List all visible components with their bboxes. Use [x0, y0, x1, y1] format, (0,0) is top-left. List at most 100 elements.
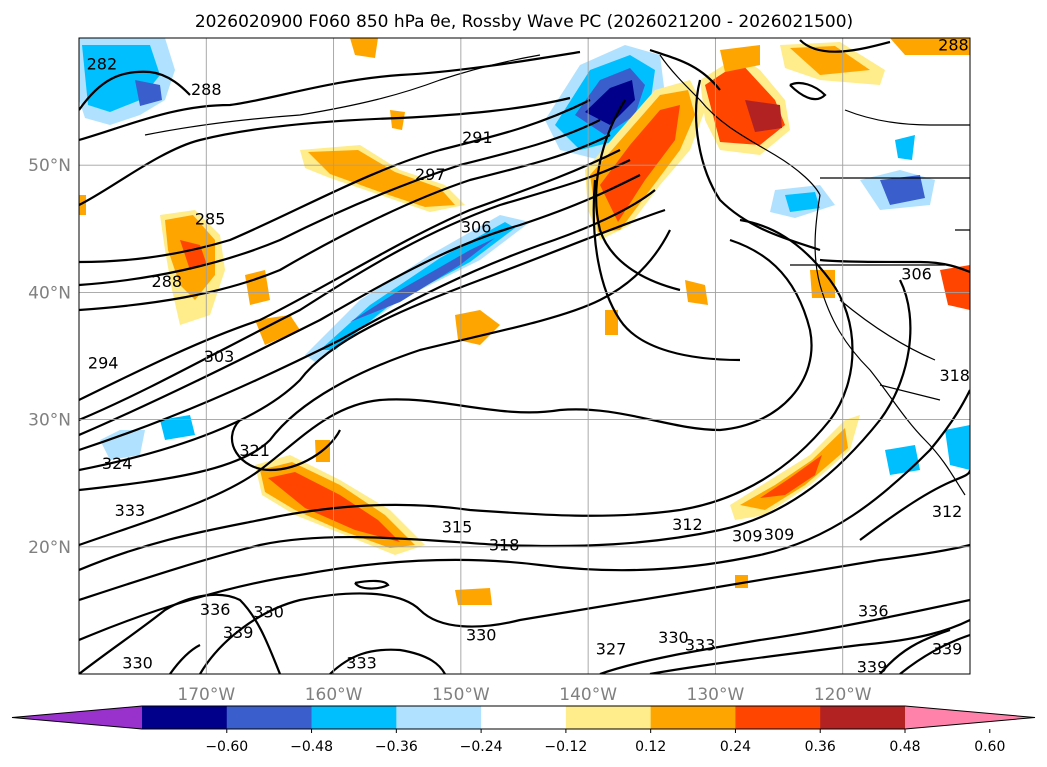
colorbar-tick-label: 0.12: [635, 739, 666, 755]
colorbar-extend-max: [905, 706, 1035, 729]
contour-label: 306: [461, 217, 492, 236]
contour-line: [79, 99, 591, 264]
contour-label: 309: [764, 525, 795, 544]
colorbar-tick-label: 0.60: [974, 739, 1005, 755]
contour-line: [599, 598, 970, 674]
positive-anomaly-region: [308, 150, 455, 207]
contour-label: 324: [102, 454, 133, 473]
contour-label: 333: [115, 501, 146, 520]
coastline: [844, 109, 970, 126]
contour-line: [199, 543, 970, 674]
contour-label: 330: [466, 626, 497, 645]
longitude-tick-label: 170°W: [177, 685, 235, 705]
positive-anomaly-region: [605, 310, 618, 335]
longitude-tick-label: 150°W: [432, 685, 490, 705]
contour-label: 312: [672, 515, 703, 534]
contour-label: 297: [415, 165, 446, 184]
map-frame: [78, 37, 971, 675]
contour-label: 303: [204, 347, 235, 366]
contour-label: 282: [87, 54, 118, 73]
contour-line: [79, 50, 581, 142]
coastline: [659, 54, 821, 196]
contour-label: 330: [122, 654, 153, 673]
latitude-tick-label: 40°N: [28, 283, 71, 303]
latitude-tick-label: 50°N: [28, 156, 71, 176]
colorbar-bin: [565, 706, 652, 729]
colorbar-bin: [226, 706, 313, 729]
positive-anomaly-region: [735, 575, 748, 588]
contour-line: [79, 208, 666, 472]
colorbar-tick-label: 0.48: [889, 739, 920, 755]
contour-label: 339: [932, 640, 963, 659]
negative-anomaly-region: [135, 80, 162, 106]
contour-line: [79, 389, 970, 642]
colorbar-bin: [735, 706, 821, 729]
negative-anomaly-region: [585, 80, 635, 125]
negative-anomaly-region: [350, 238, 495, 322]
contour-label: 288: [191, 80, 222, 99]
colorbar-tick-label: −0.60: [205, 739, 248, 755]
longitude-tick-label: 140°W: [559, 685, 617, 705]
positive-anomaly-region: [255, 315, 300, 345]
contour-label: 288: [152, 272, 183, 291]
contour-line: [79, 119, 601, 287]
contour-label: 309: [732, 526, 763, 545]
negative-anomaly-region: [895, 135, 915, 160]
coastline: [814, 194, 966, 496]
contour-line: [649, 619, 970, 674]
positive-anomaly-region: [600, 105, 680, 222]
contour-label: 318: [489, 535, 520, 554]
colorbar-tick-label: −0.48: [290, 739, 333, 755]
latitude-tick-label: 30°N: [28, 411, 71, 431]
positive-anomaly-region: [245, 270, 270, 305]
theta-e-contours: [79, 39, 970, 674]
positive-anomaly-region: [790, 46, 870, 75]
colorbar-bin: [142, 706, 228, 729]
colorbar: −0.60 −0.48 −0.36 −0.24 −0.12 0.12 0.24 0.36 0.4…: [11, 705, 1036, 755]
contour-line: [595, 99, 681, 292]
contour-label: 339: [223, 623, 254, 642]
colorbar-extend-min: [12, 706, 142, 729]
contour-line: [79, 279, 912, 602]
positive-anomaly-region: [390, 110, 405, 130]
contour-line: [879, 628, 951, 674]
contour-label: 321: [239, 441, 270, 460]
positive-anomaly-region: [740, 428, 848, 510]
negative-anomaly-region: [160, 415, 195, 440]
negative-anomaly-region: [885, 445, 920, 475]
positive-anomaly-region: [455, 310, 500, 345]
colorbar-bin: [481, 706, 567, 729]
colorbar-bin: [820, 706, 906, 729]
contour-line: [79, 593, 282, 674]
longitude-ticks: 170°W 160°W 150°W 140°W 130°W 120°W: [177, 685, 871, 705]
contour-label: 336: [200, 600, 231, 619]
anomaly-shading: [79, 38, 970, 605]
contour-label: 333: [346, 654, 377, 673]
positive-anomaly-region: [79, 195, 86, 215]
colorbar-bin: [396, 706, 482, 729]
contour-label: 306: [901, 264, 932, 283]
map-background: [79, 38, 970, 674]
negative-anomaly-region: [785, 192, 820, 212]
contour-label: 312: [932, 502, 963, 521]
contour-label: 339: [857, 657, 888, 676]
positive-anomaly-region: [455, 588, 492, 605]
map-gridlines: [79, 38, 970, 674]
contour-label: 330: [253, 603, 284, 622]
contour-label: 336: [858, 601, 889, 620]
contour-line: [79, 134, 611, 312]
contour-line: [79, 159, 631, 422]
contour-line: [79, 70, 191, 111]
colorbar-tick-label: −0.36: [375, 739, 418, 755]
positive-anomaly-region: [720, 45, 760, 72]
contour-label: 333: [685, 636, 716, 655]
negative-anomaly-region: [880, 175, 925, 205]
longitude-tick-label: 130°W: [687, 685, 745, 705]
contour-line: [79, 149, 621, 401]
contour-label: 294: [88, 353, 119, 372]
contour-line: [694, 79, 821, 252]
negative-anomaly-region: [945, 425, 970, 470]
contour-line: [789, 81, 827, 101]
contour-line: [799, 39, 891, 53]
contour-labels: 282 288 288 291 297 285 288 306 306 294 303 318 324 3…: [87, 35, 970, 676]
